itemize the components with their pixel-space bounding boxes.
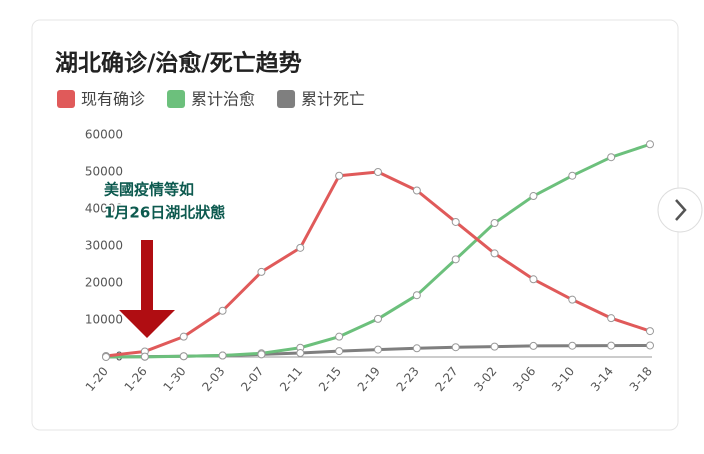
legend-swatch xyxy=(167,90,186,108)
data-point xyxy=(451,255,460,264)
data-point xyxy=(607,341,616,350)
legend-swatch xyxy=(57,90,75,108)
data-point xyxy=(179,332,188,341)
data-point xyxy=(374,345,382,354)
data-point xyxy=(140,352,149,361)
data-point xyxy=(568,295,577,304)
legend-swatch xyxy=(277,90,296,108)
next-button[interactable] xyxy=(657,187,703,233)
data-point xyxy=(374,314,382,323)
annotation-arrow xyxy=(119,240,175,338)
card xyxy=(31,19,679,431)
data-point xyxy=(646,327,654,336)
data-point xyxy=(646,341,654,350)
data-point xyxy=(412,291,421,300)
chart-title: 湖北确诊/治愈/死亡趋势 xyxy=(55,50,302,77)
data-point xyxy=(179,352,188,361)
data-point xyxy=(607,314,616,323)
data-point xyxy=(490,249,499,258)
legend-label: 累计治愈 xyxy=(191,90,255,109)
data-point xyxy=(412,186,421,195)
data-point xyxy=(646,140,654,149)
data-point xyxy=(296,243,305,252)
annotation: 1月26日湖北狀態 xyxy=(104,204,225,222)
data-point xyxy=(257,267,266,276)
legend-label: 现有确诊 xyxy=(81,90,145,109)
y-tick-label: 40000 xyxy=(85,202,123,216)
data-point xyxy=(335,347,344,356)
data-point xyxy=(607,153,616,162)
data-point xyxy=(335,332,344,341)
y-tick-label: 10000 xyxy=(85,313,123,327)
data-point xyxy=(529,192,538,201)
data-point xyxy=(296,349,305,358)
y-tick-label: 60000 xyxy=(85,128,123,142)
data-point xyxy=(218,351,227,360)
data-point xyxy=(257,350,266,359)
data-point xyxy=(490,219,499,228)
data-point xyxy=(490,342,499,351)
y-tick-label: 50000 xyxy=(85,165,123,179)
legend-label: 累计死亡 xyxy=(301,90,365,109)
data-point xyxy=(568,171,577,180)
data-point xyxy=(568,341,577,350)
annotation: 美國疫情等如 xyxy=(104,181,194,199)
data-point xyxy=(529,341,538,350)
data-point xyxy=(451,217,460,226)
data-point xyxy=(529,275,538,284)
data-point xyxy=(451,343,460,352)
data-point xyxy=(102,352,110,361)
y-tick-label: 20000 xyxy=(85,276,123,290)
data-point xyxy=(218,306,227,315)
next-button-bg[interactable] xyxy=(657,187,703,233)
data-point xyxy=(412,344,421,353)
next-icon[interactable] xyxy=(675,199,687,221)
data-point xyxy=(374,168,382,176)
data-point xyxy=(335,171,344,180)
y-tick-label: 30000 xyxy=(85,239,123,253)
